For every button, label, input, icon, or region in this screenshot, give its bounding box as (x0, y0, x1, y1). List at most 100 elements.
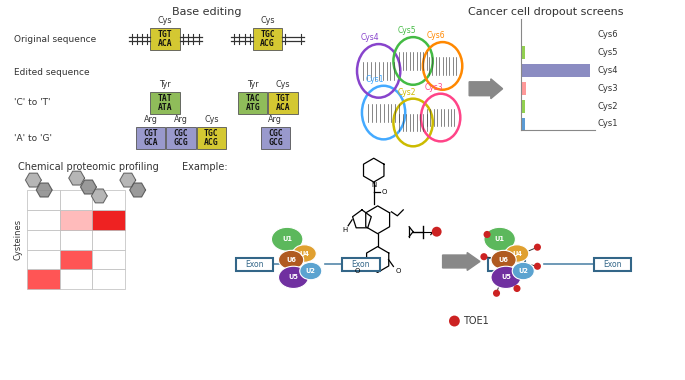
Text: Cys6: Cys6 (597, 30, 618, 39)
Text: U6: U6 (286, 257, 296, 263)
Bar (236, 258, 273, 271)
Polygon shape (25, 173, 41, 187)
Text: H: H (342, 227, 347, 233)
Text: CGT: CGT (143, 130, 158, 138)
Text: N: N (371, 182, 376, 188)
Ellipse shape (491, 266, 521, 288)
Text: TAT: TAT (158, 94, 173, 103)
Circle shape (432, 227, 442, 237)
Bar (166, 127, 196, 149)
Text: Arg: Arg (174, 116, 188, 125)
Ellipse shape (505, 245, 529, 262)
Polygon shape (129, 183, 145, 197)
Text: TGT: TGT (276, 94, 290, 103)
Text: U4: U4 (299, 250, 310, 256)
Text: CGC: CGC (173, 130, 188, 138)
Polygon shape (36, 183, 52, 197)
Ellipse shape (279, 250, 303, 269)
Bar (92, 190, 125, 210)
Bar (92, 250, 125, 269)
Text: Base editing: Base editing (172, 7, 241, 17)
Polygon shape (68, 171, 84, 185)
Bar (92, 210, 125, 230)
Text: O: O (395, 268, 401, 274)
Text: Cys5: Cys5 (597, 48, 618, 57)
Bar (60, 269, 92, 289)
Ellipse shape (491, 250, 516, 269)
Text: 'A' to 'G': 'A' to 'G' (14, 134, 51, 143)
Circle shape (534, 244, 541, 251)
Bar (60, 230, 92, 250)
Bar (92, 269, 125, 289)
Text: 'C' to 'T': 'C' to 'T' (14, 98, 50, 107)
Polygon shape (120, 173, 136, 187)
Text: Exon: Exon (603, 260, 622, 269)
Text: Cys1: Cys1 (597, 119, 618, 128)
Bar (238, 92, 268, 114)
Bar (521, 100, 525, 112)
Ellipse shape (292, 245, 316, 262)
Circle shape (484, 231, 490, 238)
Text: U2: U2 (519, 268, 528, 274)
Text: Cysteines: Cysteines (13, 219, 22, 260)
Bar (521, 64, 590, 77)
Text: Arg: Arg (269, 116, 282, 125)
Text: TAC: TAC (245, 94, 260, 103)
Text: Cys2: Cys2 (597, 101, 618, 111)
Text: Cys3: Cys3 (425, 83, 443, 92)
Polygon shape (91, 189, 107, 203)
Bar (27, 230, 60, 250)
Text: U2: U2 (306, 268, 316, 274)
Text: ACG: ACG (260, 39, 275, 48)
Ellipse shape (484, 227, 515, 251)
Bar (60, 250, 92, 269)
Text: Chemical proteomic profiling: Chemical proteomic profiling (18, 162, 159, 172)
Text: Cys1: Cys1 (366, 75, 384, 84)
Text: ATA: ATA (158, 103, 173, 112)
Text: TGT: TGT (158, 30, 173, 39)
Text: CGC: CGC (268, 130, 283, 138)
Bar (521, 82, 526, 95)
Text: ACA: ACA (276, 103, 290, 112)
Bar (136, 127, 165, 149)
Text: GCG: GCG (173, 138, 188, 147)
Text: Cys5: Cys5 (397, 26, 416, 35)
Text: Cancer cell dropout screens: Cancer cell dropout screens (468, 7, 623, 17)
Bar (27, 250, 60, 269)
Text: GCA: GCA (143, 138, 158, 147)
Bar (151, 28, 180, 50)
Bar (27, 210, 60, 230)
Text: U1: U1 (495, 236, 505, 242)
Text: Cys: Cys (276, 80, 290, 89)
Bar (594, 258, 632, 271)
Bar (269, 92, 298, 114)
Text: U5: U5 (501, 274, 511, 280)
Bar (92, 230, 125, 250)
Bar (488, 258, 525, 271)
Text: Exon: Exon (497, 260, 516, 269)
Text: U5: U5 (288, 274, 299, 280)
Circle shape (493, 290, 500, 297)
Ellipse shape (512, 262, 534, 280)
Text: ACA: ACA (158, 39, 173, 48)
Text: Example:: Example: (182, 162, 227, 172)
Text: Cys: Cys (204, 116, 219, 125)
Text: Tyr: Tyr (160, 80, 171, 89)
Ellipse shape (300, 262, 322, 280)
Bar (60, 210, 92, 230)
Text: Exon: Exon (245, 260, 264, 269)
Text: Cys: Cys (158, 16, 173, 25)
Text: Arg: Arg (143, 116, 158, 125)
Bar (151, 92, 180, 114)
Text: U6: U6 (499, 257, 508, 263)
Bar (27, 269, 60, 289)
Text: Exon: Exon (351, 260, 370, 269)
Text: ACG: ACG (204, 138, 219, 147)
Bar (27, 190, 60, 210)
Polygon shape (81, 180, 97, 194)
Circle shape (514, 285, 521, 292)
Circle shape (480, 253, 488, 260)
Ellipse shape (271, 227, 303, 251)
Text: Cys3: Cys3 (597, 84, 618, 93)
Bar (60, 190, 92, 210)
